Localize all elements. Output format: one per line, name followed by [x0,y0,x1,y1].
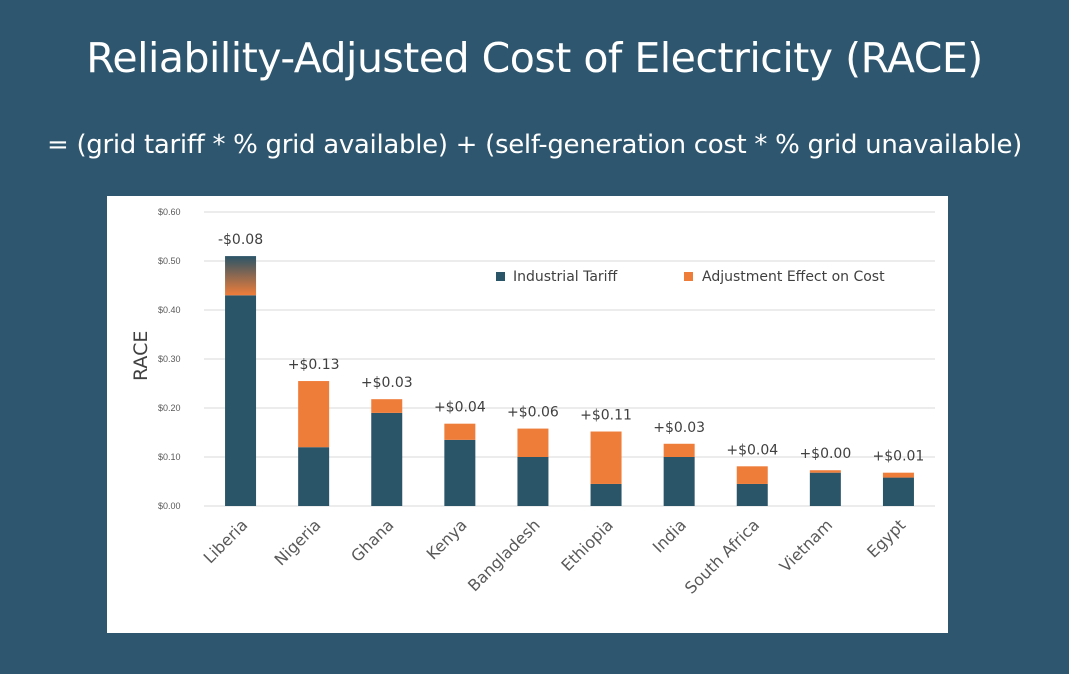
bar-tariff-bangladesh [517,457,549,506]
legend-swatch-tariff [496,272,505,281]
bar-adjustment-india [663,443,695,457]
bar-adjustment-ethiopia [590,431,622,484]
x-tick-label: South Africa [681,515,763,597]
x-tick-label: Bangladesh [464,515,544,595]
y-tick-label: $0.10 [158,452,181,462]
y-tick-label: $0.50 [158,256,181,266]
data-label: -$0.08 [218,232,263,248]
bar-tariff-vietnam [809,472,841,506]
legend-label-tariff: Industrial Tariff [513,269,618,285]
x-tick-label: Vietnam [776,515,837,576]
data-label: +$0.03 [653,420,705,436]
x-tick-label: Ghana [347,515,397,565]
data-label: +$0.06 [507,405,559,421]
bar-tariff-kenya [444,439,476,506]
x-tick-label: Liberia [200,515,252,567]
bar-adjustment-egypt [882,472,914,478]
data-label: +$0.04 [434,400,486,416]
data-label: +$0.13 [288,357,340,373]
y-tick-label: $0.00 [158,501,181,511]
race-chart: $0.00 $0.10 $0.20 $0.30 $0.40 $0.50 $0.60 -$0.… [107,196,948,633]
chart-legend: Industrial Tariff Adjustment Effect on C… [496,269,885,285]
y-axis-title: RACE [130,331,152,381]
race-formula: = (grid tariff * % grid available) + (se… [47,130,1022,160]
data-label: +$0.00 [799,446,851,462]
y-tick-label: $0.40 [158,305,181,315]
slide-title: Reliability-Adjusted Cost of Electricity… [86,34,983,82]
bar-tariff-india [663,457,695,506]
x-tick-label: India [649,515,690,556]
x-tick-label: Egypt [863,515,909,561]
bar-adjustment-vietnam [809,470,841,473]
bar-adjustment-kenya [444,423,476,440]
chart-canvas: $0.00 $0.10 $0.20 $0.30 $0.40 $0.50 $0.60 -$0.… [130,207,935,598]
y-tick-label: $0.30 [158,354,181,364]
y-tick-label: $0.60 [158,207,181,217]
x-tick-label: Nigeria [271,515,325,569]
bar-adjustment-liberia [225,256,257,296]
bar-tariff-ghana [371,412,403,506]
legend-swatch-adjustment [684,272,693,281]
x-tick-label: Ethiopia [557,515,617,575]
bar-adjustment-nigeria [298,381,330,448]
bar-tariff-egypt [882,477,914,506]
bar-adjustment-bangladesh [517,428,549,457]
x-tick-label: Kenya [423,515,471,563]
data-label: +$0.03 [361,375,413,391]
data-label: +$0.01 [873,449,925,465]
data-label: +$0.11 [580,408,632,424]
bar-adjustment-south-africa [736,466,768,484]
legend-label-adjustment: Adjustment Effect on Cost [702,269,885,285]
bar-tariff-south-africa [736,483,768,506]
bar-tariff-nigeria [298,447,330,506]
bar-adjustment-ghana [371,399,403,413]
bar-tariff-ethiopia [590,483,622,506]
data-label: +$0.04 [726,442,778,458]
y-tick-label: $0.20 [158,403,181,413]
bar-tariff-liberia [225,295,257,506]
